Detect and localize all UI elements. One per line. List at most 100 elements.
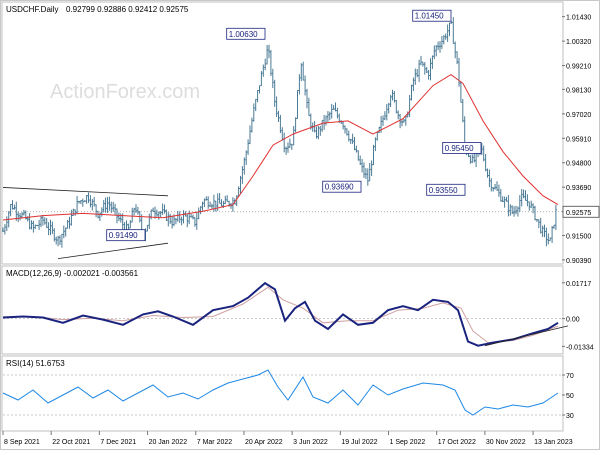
price-bar [78, 200, 80, 204]
annotation-box [426, 183, 466, 196]
price-bar [95, 204, 98, 218]
date-tick-label: 30 Nov 2022 [486, 439, 526, 446]
rsi-line [2, 369, 559, 416]
price-bar [36, 224, 39, 227]
price-tick-label: 0.93690 [566, 185, 591, 192]
date-tick-label: 17 Oct 2022 [438, 439, 476, 446]
price-tick-label: 1.00320 [566, 39, 591, 46]
price-bar [309, 113, 312, 130]
price-bar [127, 223, 130, 230]
price-bar [250, 117, 253, 133]
price-bar [186, 213, 189, 228]
price-bar [543, 224, 546, 238]
price-bar [258, 85, 261, 94]
price-bar [292, 126, 295, 146]
date-tick-label: 22 Oct 2021 [52, 439, 90, 446]
price-bar [266, 45, 269, 65]
price-bar [494, 183, 497, 190]
price-bar [408, 95, 411, 118]
price-bar [285, 146, 288, 155]
price-bar [220, 199, 223, 207]
price-bar [414, 68, 417, 85]
price-bar [306, 88, 308, 109]
price-bar [28, 213, 31, 230]
price-bar [21, 212, 23, 218]
trend-line [2, 187, 169, 197]
price-bar [119, 213, 122, 223]
price-tick-label: 0.99210 [566, 64, 591, 71]
price-bar [249, 125, 251, 145]
price-bar [535, 218, 538, 222]
price-bar [427, 69, 430, 80]
price-tick-label: 0.91500 [566, 233, 591, 240]
price-bar [159, 210, 162, 218]
date-tick-label: 20 Jan 2022 [149, 439, 188, 446]
price-bar [328, 111, 331, 121]
price-bar [363, 162, 365, 178]
price-bar [410, 84, 413, 101]
price-bar [275, 96, 278, 118]
price-bar [551, 225, 554, 243]
date-tick-label: 1 Sep 2022 [390, 439, 426, 446]
price-bar [205, 196, 208, 201]
price-bar [226, 195, 229, 202]
price-bar [440, 35, 443, 49]
price-bar [344, 125, 346, 134]
price-bar [359, 155, 362, 166]
price-bar [342, 121, 345, 130]
price-bar [79, 200, 82, 205]
price-bar [40, 215, 42, 228]
price-bar [146, 224, 149, 232]
price-bar [347, 130, 350, 142]
price-bar [83, 200, 86, 203]
price-bar [385, 103, 388, 121]
price-bar [473, 152, 476, 163]
price-bar [47, 222, 50, 236]
price-bar [507, 195, 510, 217]
price-bar [387, 102, 390, 114]
price-bar [511, 205, 514, 215]
price-bar [469, 154, 472, 164]
price-bar [66, 219, 69, 229]
price-bar [133, 207, 136, 216]
price-bar [59, 235, 61, 245]
moving-average-line [2, 73, 559, 221]
watermark: ActionForex.com [50, 81, 200, 103]
price-bar [366, 168, 369, 186]
price-tick-label: 0.95910 [566, 136, 591, 143]
price-bar [209, 201, 212, 207]
price-bar [169, 213, 172, 224]
price-bar [190, 213, 193, 218]
price-bar [235, 195, 238, 207]
price-bar [55, 236, 58, 245]
price-bar [89, 195, 92, 208]
price-bar [60, 233, 63, 248]
price-bar [271, 68, 274, 89]
price-bar [252, 103, 255, 122]
price-bar [421, 61, 424, 67]
price-bar [372, 144, 375, 166]
macd-title: MACD(12,26,9) -0.002021 -0.003561 [6, 269, 139, 278]
price-bar [452, 17, 455, 44]
annotation-label: 0.93690 [325, 183, 354, 192]
price-bar [545, 227, 548, 247]
price-bar [482, 145, 485, 162]
annotation-label: 0.95450 [445, 144, 474, 153]
price-bar [497, 184, 500, 197]
price-bar [114, 203, 117, 215]
price-bar [247, 139, 250, 155]
price-bar [24, 210, 27, 220]
price-bar [264, 58, 267, 71]
price-bar [195, 212, 198, 230]
price-bar [446, 24, 449, 42]
price-bar [330, 103, 333, 119]
price-bar [163, 204, 166, 214]
date-tick-label: 19 Jul 2022 [341, 439, 377, 446]
price-bar [395, 99, 398, 114]
price-bar [528, 201, 531, 211]
price-bar [171, 215, 174, 229]
price-bar [326, 111, 329, 123]
price-bar [549, 237, 552, 242]
price-bar [471, 154, 474, 164]
